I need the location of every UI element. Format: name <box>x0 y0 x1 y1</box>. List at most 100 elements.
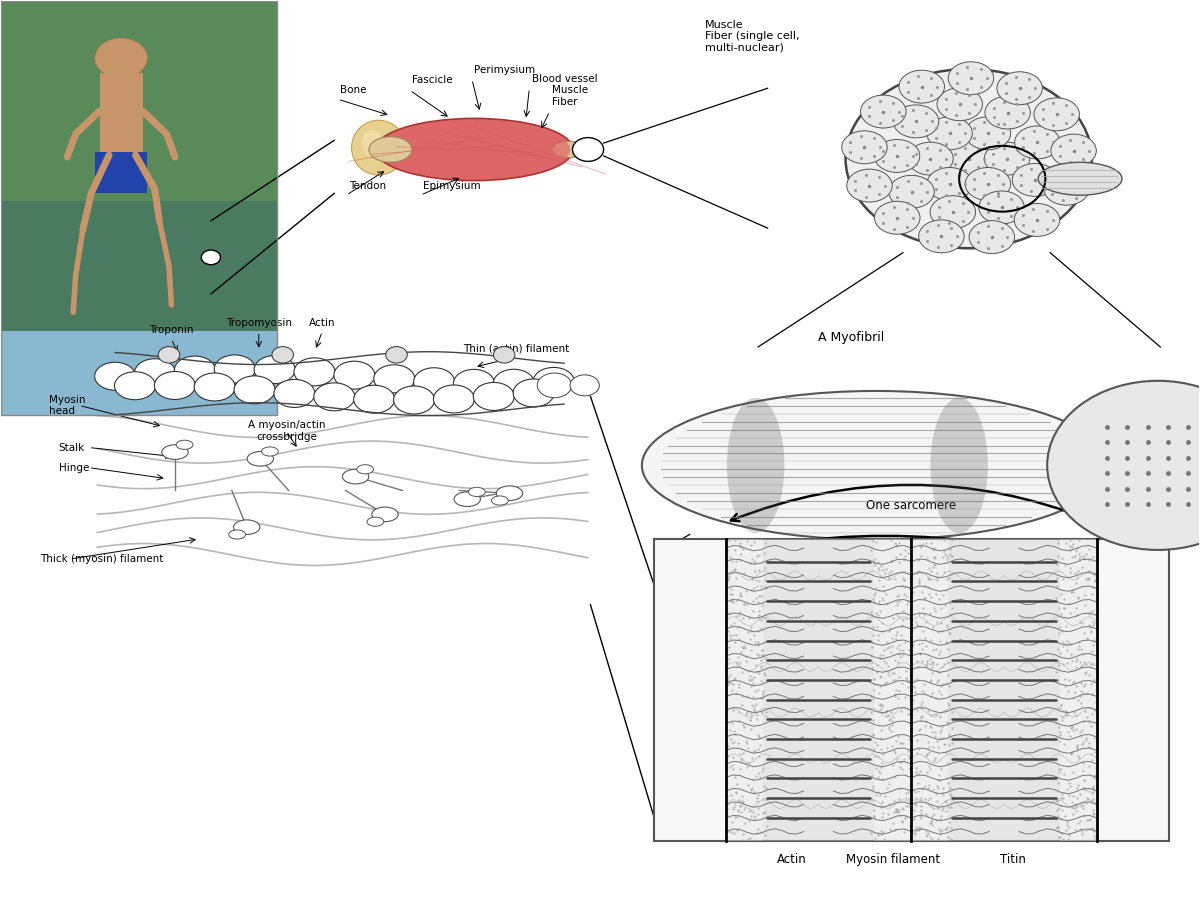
Circle shape <box>202 250 221 265</box>
Bar <box>654 539 1169 841</box>
Bar <box>948 539 1060 841</box>
Ellipse shape <box>493 370 534 397</box>
Circle shape <box>95 38 148 78</box>
Ellipse shape <box>970 221 1014 254</box>
Ellipse shape <box>342 470 368 484</box>
Ellipse shape <box>234 376 275 403</box>
Ellipse shape <box>334 361 374 389</box>
Ellipse shape <box>847 169 893 202</box>
Ellipse shape <box>860 95 906 128</box>
Ellipse shape <box>314 382 355 411</box>
Ellipse shape <box>162 445 188 459</box>
Ellipse shape <box>497 486 523 501</box>
Ellipse shape <box>1015 126 1060 159</box>
Text: Stalk: Stalk <box>59 443 85 452</box>
Ellipse shape <box>114 371 156 400</box>
Ellipse shape <box>946 142 991 175</box>
Bar <box>1 2 277 414</box>
Ellipse shape <box>361 130 383 156</box>
Bar <box>1 2 277 201</box>
Ellipse shape <box>1051 134 1097 167</box>
Ellipse shape <box>1034 98 1080 131</box>
Ellipse shape <box>229 530 246 539</box>
Ellipse shape <box>965 116 1010 149</box>
Ellipse shape <box>1044 172 1090 205</box>
Bar <box>763 539 874 841</box>
Text: One sarcomere: One sarcomere <box>866 499 956 512</box>
Ellipse shape <box>274 380 314 407</box>
Ellipse shape <box>378 126 498 173</box>
Ellipse shape <box>926 168 972 201</box>
Ellipse shape <box>533 368 574 395</box>
Circle shape <box>272 347 294 363</box>
Ellipse shape <box>368 137 412 162</box>
Ellipse shape <box>875 201 920 234</box>
Circle shape <box>493 347 515 363</box>
Ellipse shape <box>514 379 554 407</box>
Text: Thick (myosin) filament: Thick (myosin) filament <box>40 554 163 564</box>
Ellipse shape <box>372 507 398 522</box>
Ellipse shape <box>492 496 509 505</box>
Circle shape <box>572 138 604 161</box>
Ellipse shape <box>454 370 494 397</box>
Ellipse shape <box>930 195 976 228</box>
Ellipse shape <box>979 191 1025 224</box>
Ellipse shape <box>985 96 1031 129</box>
Ellipse shape <box>294 358 335 386</box>
Text: Troponin: Troponin <box>149 326 193 335</box>
Circle shape <box>385 347 407 363</box>
Text: Actin: Actin <box>776 854 806 867</box>
Text: Myosin filament: Myosin filament <box>846 854 941 867</box>
Text: Tropomyosin: Tropomyosin <box>226 318 292 327</box>
Ellipse shape <box>174 356 215 384</box>
Ellipse shape <box>468 487 485 496</box>
Text: One sarcomere: One sarcomere <box>840 587 930 600</box>
Text: Titin: Titin <box>1000 854 1026 867</box>
Ellipse shape <box>875 139 919 172</box>
Text: Epimysium: Epimysium <box>422 181 480 191</box>
Ellipse shape <box>234 520 260 535</box>
Bar <box>100 72 143 155</box>
Ellipse shape <box>414 368 455 396</box>
Ellipse shape <box>194 373 235 401</box>
Ellipse shape <box>538 373 571 398</box>
Ellipse shape <box>262 447 278 456</box>
Ellipse shape <box>254 356 295 383</box>
Ellipse shape <box>1014 204 1060 237</box>
Ellipse shape <box>134 359 175 387</box>
Ellipse shape <box>893 105 938 138</box>
Ellipse shape <box>215 355 256 383</box>
Ellipse shape <box>1013 163 1057 196</box>
Text: Muscle
Fiber: Muscle Fiber <box>552 85 588 106</box>
Text: Fascicle: Fascicle <box>412 75 452 85</box>
Bar <box>911 539 948 841</box>
Bar <box>1 201 277 330</box>
Text: Hinge: Hinge <box>59 463 89 472</box>
Ellipse shape <box>373 365 415 392</box>
Text: Actin: Actin <box>308 318 336 327</box>
Ellipse shape <box>907 142 953 175</box>
Text: A Myofibril: A Myofibril <box>818 331 884 344</box>
Ellipse shape <box>450 126 570 173</box>
Bar <box>874 539 911 841</box>
Text: Blood vessel: Blood vessel <box>532 73 598 83</box>
Ellipse shape <box>965 168 1010 201</box>
Ellipse shape <box>841 131 887 164</box>
Ellipse shape <box>247 451 274 466</box>
Text: Bone: Bone <box>341 84 367 94</box>
Ellipse shape <box>367 517 384 526</box>
Ellipse shape <box>642 391 1110 540</box>
Ellipse shape <box>930 398 988 533</box>
Ellipse shape <box>889 175 935 208</box>
Ellipse shape <box>95 362 136 391</box>
Ellipse shape <box>354 385 395 414</box>
Bar <box>1060 539 1097 841</box>
Text: Perimysium: Perimysium <box>474 64 535 74</box>
Ellipse shape <box>454 492 480 506</box>
Ellipse shape <box>376 118 574 181</box>
Ellipse shape <box>919 220 964 253</box>
Ellipse shape <box>948 61 994 94</box>
Text: Tendon: Tendon <box>348 181 385 191</box>
Ellipse shape <box>155 371 196 400</box>
Ellipse shape <box>937 88 983 121</box>
